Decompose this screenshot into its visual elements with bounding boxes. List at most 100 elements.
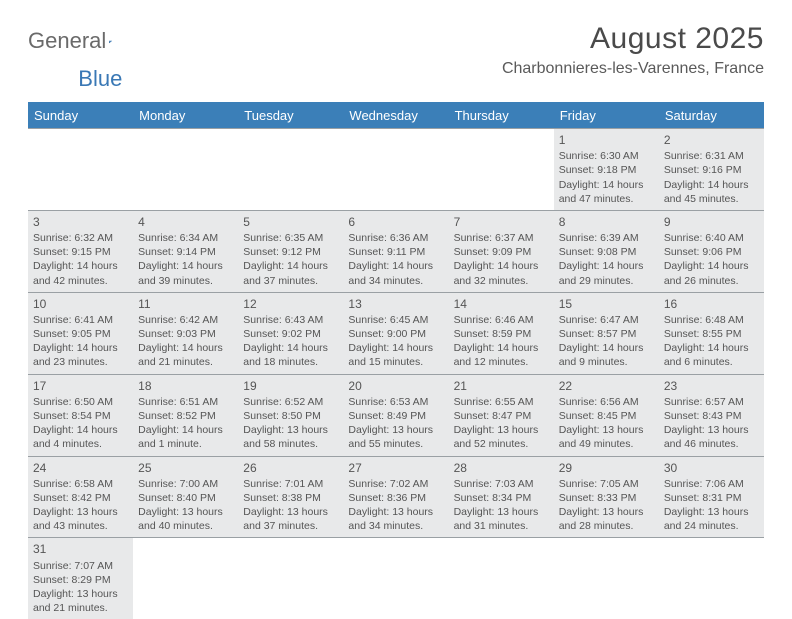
day-cell: 30Sunrise: 7:06 AMSunset: 8:31 PMDayligh… bbox=[659, 457, 764, 538]
day-number: 5 bbox=[243, 214, 338, 230]
sunrise-label: Sunrise: 6:32 AM bbox=[33, 231, 128, 245]
day-cell: 3Sunrise: 6:32 AMSunset: 9:15 PMDaylight… bbox=[28, 211, 133, 292]
daylight-label: Daylight: 13 hours bbox=[243, 505, 338, 519]
day-cell: 4Sunrise: 6:34 AMSunset: 9:14 PMDaylight… bbox=[133, 211, 238, 292]
sunset-label: Sunset: 8:38 PM bbox=[243, 491, 338, 505]
day-number: 7 bbox=[454, 214, 549, 230]
day-number: 29 bbox=[559, 460, 654, 476]
sunset-label: Sunset: 8:34 PM bbox=[454, 491, 549, 505]
sunset-label: Sunset: 9:12 PM bbox=[243, 245, 338, 259]
day-cell: 23Sunrise: 6:57 AMSunset: 8:43 PMDayligh… bbox=[659, 375, 764, 456]
weekday-header: Saturday bbox=[659, 104, 764, 128]
day-cell bbox=[133, 129, 238, 210]
daylight-label: and 37 minutes. bbox=[243, 519, 338, 533]
daylight-label: Daylight: 13 hours bbox=[243, 423, 338, 437]
day-cell bbox=[343, 129, 448, 210]
day-cell: 15Sunrise: 6:47 AMSunset: 8:57 PMDayligh… bbox=[554, 293, 659, 374]
sunset-label: Sunset: 9:00 PM bbox=[348, 327, 443, 341]
sunrise-label: Sunrise: 6:56 AM bbox=[559, 395, 654, 409]
day-number: 11 bbox=[138, 296, 233, 312]
daylight-label: Daylight: 13 hours bbox=[559, 505, 654, 519]
day-cell: 25Sunrise: 7:00 AMSunset: 8:40 PMDayligh… bbox=[133, 457, 238, 538]
daylight-label: and 39 minutes. bbox=[138, 274, 233, 288]
daylight-label: and 6 minutes. bbox=[664, 355, 759, 369]
daylight-label: Daylight: 13 hours bbox=[138, 505, 233, 519]
day-number: 6 bbox=[348, 214, 443, 230]
daylight-label: Daylight: 14 hours bbox=[348, 259, 443, 273]
sunrise-label: Sunrise: 6:46 AM bbox=[454, 313, 549, 327]
day-number: 21 bbox=[454, 378, 549, 394]
daylight-label: and 58 minutes. bbox=[243, 437, 338, 451]
day-cell: 10Sunrise: 6:41 AMSunset: 9:05 PMDayligh… bbox=[28, 293, 133, 374]
day-number: 13 bbox=[348, 296, 443, 312]
day-cell bbox=[449, 129, 554, 210]
week-row: 3Sunrise: 6:32 AMSunset: 9:15 PMDaylight… bbox=[28, 210, 764, 292]
day-number: 10 bbox=[33, 296, 128, 312]
sunrise-label: Sunrise: 6:45 AM bbox=[348, 313, 443, 327]
sunset-label: Sunset: 9:11 PM bbox=[348, 245, 443, 259]
daylight-label: Daylight: 14 hours bbox=[348, 341, 443, 355]
week-row: 24Sunrise: 6:58 AMSunset: 8:42 PMDayligh… bbox=[28, 456, 764, 538]
daylight-label: Daylight: 13 hours bbox=[559, 423, 654, 437]
sunrise-label: Sunrise: 6:48 AM bbox=[664, 313, 759, 327]
day-cell: 16Sunrise: 6:48 AMSunset: 8:55 PMDayligh… bbox=[659, 293, 764, 374]
day-cell bbox=[343, 538, 448, 619]
day-number: 1 bbox=[559, 132, 654, 148]
sunset-label: Sunset: 8:36 PM bbox=[348, 491, 443, 505]
daylight-label: and 52 minutes. bbox=[454, 437, 549, 451]
daylight-label: and 34 minutes. bbox=[348, 519, 443, 533]
day-number: 14 bbox=[454, 296, 549, 312]
sunrise-label: Sunrise: 6:42 AM bbox=[138, 313, 233, 327]
sunset-label: Sunset: 8:42 PM bbox=[33, 491, 128, 505]
daylight-label: and 4 minutes. bbox=[33, 437, 128, 451]
sunrise-label: Sunrise: 7:00 AM bbox=[138, 477, 233, 491]
day-cell: 28Sunrise: 7:03 AMSunset: 8:34 PMDayligh… bbox=[449, 457, 554, 538]
daylight-label: and 40 minutes. bbox=[138, 519, 233, 533]
daylight-label: Daylight: 13 hours bbox=[454, 505, 549, 519]
location-label: Charbonnieres-les-Varennes, France bbox=[502, 60, 764, 78]
sunrise-label: Sunrise: 6:52 AM bbox=[243, 395, 338, 409]
week-row: 10Sunrise: 6:41 AMSunset: 9:05 PMDayligh… bbox=[28, 292, 764, 374]
daylight-label: Daylight: 14 hours bbox=[454, 259, 549, 273]
day-number: 8 bbox=[559, 214, 654, 230]
sunrise-label: Sunrise: 6:43 AM bbox=[243, 313, 338, 327]
day-number: 20 bbox=[348, 378, 443, 394]
sunset-label: Sunset: 9:18 PM bbox=[559, 163, 654, 177]
sunrise-label: Sunrise: 6:35 AM bbox=[243, 231, 338, 245]
daylight-label: Daylight: 14 hours bbox=[559, 178, 654, 192]
day-number: 12 bbox=[243, 296, 338, 312]
day-cell bbox=[449, 538, 554, 619]
daylight-label: Daylight: 14 hours bbox=[138, 423, 233, 437]
day-cell: 13Sunrise: 6:45 AMSunset: 9:00 PMDayligh… bbox=[343, 293, 448, 374]
daylight-label: and 28 minutes. bbox=[559, 519, 654, 533]
weekday-header: Thursday bbox=[449, 104, 554, 128]
day-cell: 17Sunrise: 6:50 AMSunset: 8:54 PMDayligh… bbox=[28, 375, 133, 456]
daylight-label: Daylight: 13 hours bbox=[454, 423, 549, 437]
daylight-label: Daylight: 14 hours bbox=[243, 259, 338, 273]
sunrise-label: Sunrise: 7:05 AM bbox=[559, 477, 654, 491]
weekday-header: Monday bbox=[133, 104, 238, 128]
day-number: 26 bbox=[243, 460, 338, 476]
logo-text-b: Blue bbox=[78, 66, 122, 92]
sunrise-label: Sunrise: 6:41 AM bbox=[33, 313, 128, 327]
daylight-label: and 29 minutes. bbox=[559, 274, 654, 288]
day-cell: 12Sunrise: 6:43 AMSunset: 9:02 PMDayligh… bbox=[238, 293, 343, 374]
day-cell: 9Sunrise: 6:40 AMSunset: 9:06 PMDaylight… bbox=[659, 211, 764, 292]
daylight-label: and 26 minutes. bbox=[664, 274, 759, 288]
sunset-label: Sunset: 8:45 PM bbox=[559, 409, 654, 423]
daylight-label: Daylight: 13 hours bbox=[348, 423, 443, 437]
daylight-label: and 12 minutes. bbox=[454, 355, 549, 369]
day-number: 31 bbox=[33, 541, 128, 557]
daylight-label: and 43 minutes. bbox=[33, 519, 128, 533]
daylight-label: Daylight: 14 hours bbox=[243, 341, 338, 355]
day-cell: 1Sunrise: 6:30 AMSunset: 9:18 PMDaylight… bbox=[554, 129, 659, 210]
sunset-label: Sunset: 9:02 PM bbox=[243, 327, 338, 341]
daylight-label: and 23 minutes. bbox=[33, 355, 128, 369]
day-number: 30 bbox=[664, 460, 759, 476]
logo-flag-icon bbox=[109, 33, 113, 51]
daylight-label: Daylight: 13 hours bbox=[664, 423, 759, 437]
sunrise-label: Sunrise: 6:50 AM bbox=[33, 395, 128, 409]
daylight-label: Daylight: 14 hours bbox=[138, 259, 233, 273]
day-cell: 8Sunrise: 6:39 AMSunset: 9:08 PMDaylight… bbox=[554, 211, 659, 292]
daylight-label: and 31 minutes. bbox=[454, 519, 549, 533]
